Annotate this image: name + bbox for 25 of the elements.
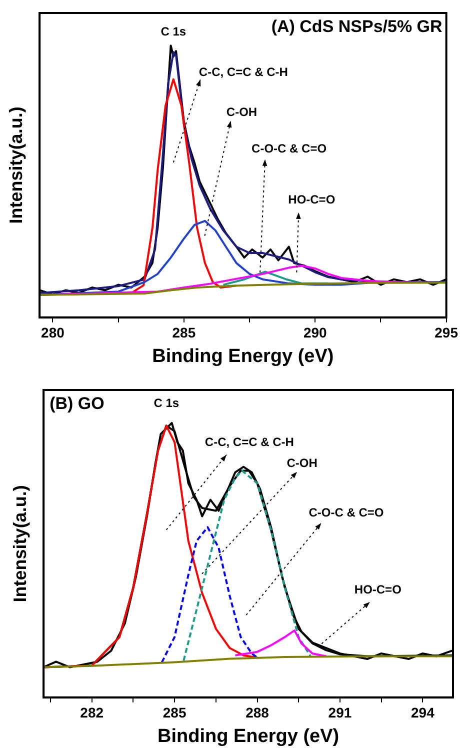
x-axis-title: Binding Energy (eV) [158,726,340,747]
x-tick-label: 288 [246,704,270,721]
x-axis-title: Binding Energy (eV) [152,346,334,367]
x-tick-label: 285 [162,704,186,721]
x-tick-label: 295 [434,324,458,341]
x-tick-label: 291 [328,704,352,721]
x-tick-label: 282 [80,704,104,721]
annotation: C-C, C=C & C-H [198,64,288,79]
annotation: C-C, C=C & C-H [204,435,294,450]
x-tick-label: 285 [172,324,196,341]
annotation: C-OH [286,456,318,470]
y-axis-title: Intensity(a.u.) [6,106,26,224]
chart-title: (B) GO [50,394,104,414]
text: C 1s [160,24,186,38]
annotation: C-OH [226,105,258,120]
annotation: C-O-C & C=O [252,142,327,156]
x-tick-label: 280 [41,324,65,341]
chart-title: (A) CdS NSPs/5% GR [271,17,442,36]
x-tick-label: 294 [410,704,435,721]
annotation: HO-C=O [288,192,336,207]
text: C 1s [154,396,180,410]
annotation: HO-C=O [354,582,402,596]
annotation: C-O-C & C=O [308,505,384,520]
y-axis-title: Intensity(a.u.) [10,485,30,602]
x-tick-label: 290 [303,324,328,341]
